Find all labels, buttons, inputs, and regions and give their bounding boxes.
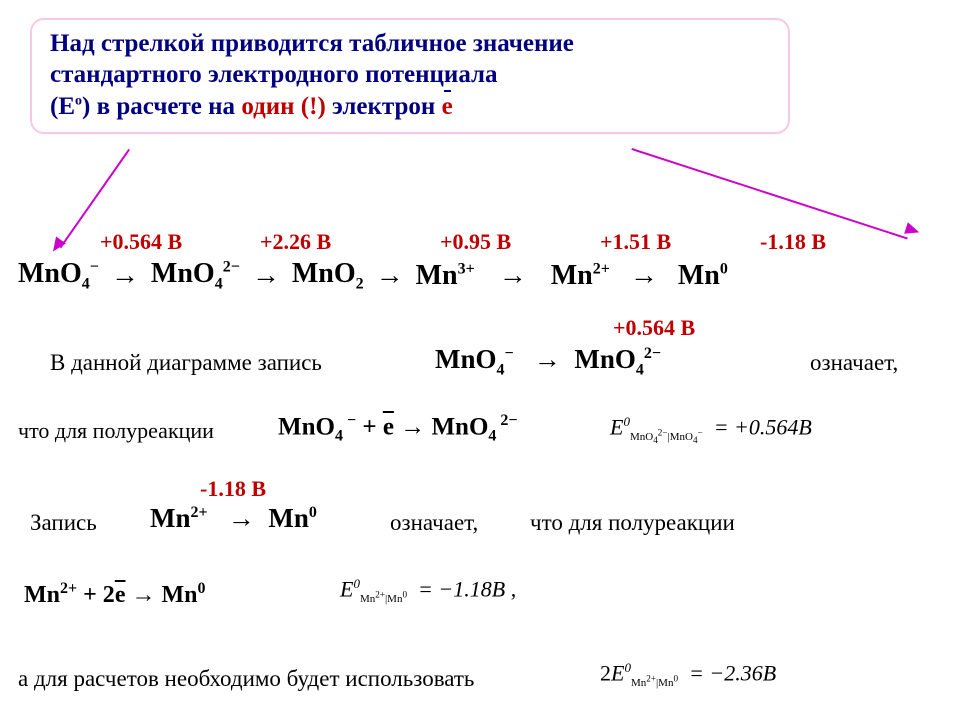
sp-4: Mn2+ — [551, 260, 610, 292]
final-two: 2 — [600, 660, 611, 685]
pot-4: -1.18 В — [760, 229, 900, 255]
exp3-lhs: Mn2+ — [150, 503, 208, 533]
exp4-eqn: E0Mn2+|Mn0 = −1.18В , — [340, 576, 516, 605]
sp-0: MnO4− — [18, 258, 99, 294]
exp4-rxn: Mn2+ + 2е → Mn0 — [24, 580, 205, 609]
final-subpair: Mn2+|Mn0 — [631, 677, 678, 689]
final-E: E — [611, 660, 624, 685]
exp1-pot: +0.564 В — [613, 315, 695, 341]
header-line1: Над стрелкой приводится табличное значен… — [50, 30, 574, 57]
sp-5: Mn0 — [678, 260, 728, 292]
sp-3: Mn3+ — [416, 260, 475, 292]
header-ebar: е — [442, 91, 453, 122]
ar-0: → — [111, 260, 139, 292]
species-row: MnO4− → MnO42− → MnO2 → Mn3+ → Mn2+ → Mn… — [12, 258, 952, 294]
pot-2: +0.95 В — [440, 229, 600, 255]
exp1-eq: MnO4− → MnO42− — [435, 344, 661, 379]
final-eqn: 2E0Mn2+|Mn0 = −2.36В — [600, 660, 776, 689]
exp4-val: = −1.18 — [418, 576, 492, 601]
ar-1: → — [252, 260, 280, 292]
exp3-pot: -1.18 В — [200, 476, 266, 502]
pot-3: +1.51 В — [600, 229, 760, 255]
exp2-sup: 0 — [623, 414, 630, 429]
exp2-unit: В — [798, 414, 811, 439]
header-box: Над стрелкой приводится табличное значен… — [30, 18, 790, 134]
header-line3c: электрон — [326, 93, 442, 120]
exp1-arrow: → — [534, 344, 561, 374]
exp1-lhs: MnO4− — [435, 344, 514, 374]
exp2-eqn: E0MnO42−|MnO4− = +0.564В — [610, 414, 812, 445]
exp2-E: E — [610, 414, 623, 439]
exp2-val: = +0.564 — [714, 414, 799, 439]
header-line2: стандартного электродного потенциала — [50, 61, 498, 88]
exp2-intro: что для полуреакции — [18, 418, 214, 444]
exp4-sup: 0 — [353, 576, 360, 591]
exp2-subpair: MnO42−|MnO4− — [630, 431, 703, 443]
header-line3a: (E — [50, 93, 75, 120]
exp3-tail: что для полуреакции — [530, 510, 735, 536]
sp-1: MnO42− — [151, 258, 240, 294]
pot-1: +2.26 В — [260, 229, 440, 255]
final-sup: 0 — [624, 660, 631, 675]
exp1-intro: В данной диаграмме запись — [50, 350, 322, 376]
pot-0: +0.564 В — [100, 229, 260, 255]
final-unit: В — [763, 660, 776, 685]
exp2-rxn: MnO4 − + е → MnO4 2− — [278, 412, 518, 445]
arrow-right-line — [631, 148, 907, 240]
exp4-E: E — [340, 576, 353, 601]
exp3-word: Запись — [30, 510, 97, 536]
header-sup: о — [75, 93, 82, 108]
final-val: = −2.36 — [689, 660, 763, 685]
final-text: а для расчетов необходимо будет использо… — [18, 666, 474, 692]
exp3-eq: Mn2+ → Mn0 — [150, 503, 317, 534]
ar-2: → — [376, 260, 404, 292]
exp4-comma: , — [505, 576, 516, 601]
exp3-rhs: Mn0 — [268, 503, 317, 533]
exp1-trail: означает, — [810, 350, 898, 376]
exp4-unit: В — [492, 576, 505, 601]
header-line3b: ) в расчете на — [82, 93, 241, 120]
exp1-rhs: MnO42− — [574, 344, 661, 374]
sp-2: MnO2 — [292, 258, 364, 294]
exp4-subpair: Mn2+|Mn0 — [360, 593, 407, 605]
exp3-arrow: → — [228, 503, 255, 533]
ar-4: → — [630, 260, 658, 292]
potential-row: +0.564 В +2.26 В +0.95 В +1.51 В -1.18 В — [30, 229, 940, 255]
ar-3: → — [499, 260, 527, 292]
exp3-mean: означает, — [390, 510, 478, 536]
header-red: один (!) — [241, 93, 325, 120]
